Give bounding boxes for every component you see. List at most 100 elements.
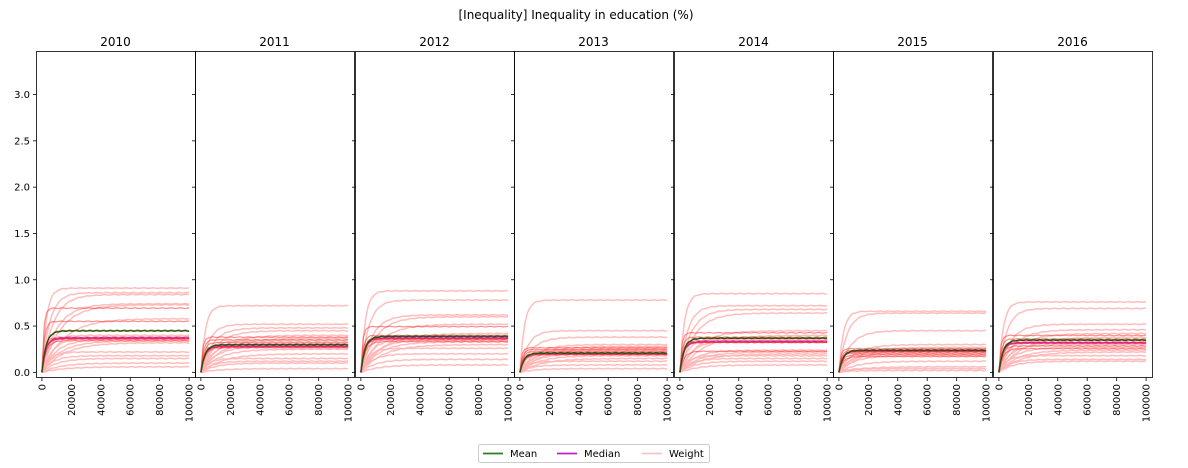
weight-line <box>360 313 509 373</box>
weight-line <box>41 303 190 373</box>
weight-line <box>41 365 190 374</box>
panels: 2010 0.0 0.5 1.0 1.5 2.0 2.5 3.0 0 20000 40000 6000… <box>14 35 1153 422</box>
mean-line-shadow <box>838 349 987 373</box>
weight-line <box>998 350 1147 373</box>
legend-item-weight: Weight <box>642 449 704 460</box>
panel-title: 2010 <box>100 35 131 49</box>
weight-line-strong <box>838 353 987 373</box>
weight-line-strong <box>838 350 987 373</box>
panel-2010: 2010 0.0 0.5 1.0 1.5 2.0 2.5 3.0 0 20000 40000 6000… <box>14 35 196 422</box>
panel-title: 2013 <box>578 35 609 49</box>
weight-line <box>679 349 828 373</box>
x-tick-label: 100000 <box>823 384 834 422</box>
panel-title: 2016 <box>1057 35 1088 49</box>
weight-line-strong <box>41 307 190 373</box>
weight-line <box>360 352 509 373</box>
x-tick-label: 60000 <box>445 384 456 416</box>
legend-item-median: Median <box>557 449 620 460</box>
weight-line <box>41 357 190 373</box>
x-tick-label: 100000 <box>1142 384 1153 422</box>
y-tick-label: 1.5 <box>14 229 30 240</box>
x-tick-label: 60000 <box>764 384 775 416</box>
weight-line <box>360 289 509 373</box>
weight-line <box>519 354 668 373</box>
panel-plot-area <box>41 286 190 374</box>
weight-line-strong <box>519 348 668 373</box>
x-tick-label: 0 <box>515 384 526 390</box>
x-tick-label: 20000 <box>705 384 716 416</box>
x-tick-label: 80000 <box>793 384 804 416</box>
weight-line <box>998 358 1147 373</box>
x-tick-label: 80000 <box>474 384 485 416</box>
weight-line <box>838 311 987 373</box>
panel-frame <box>195 51 355 378</box>
weight-line <box>679 292 828 373</box>
x-tick-label: 100000 <box>344 384 355 422</box>
weight-line-strong <box>838 352 987 373</box>
x-tick-label: 40000 <box>96 384 107 416</box>
x-tick-label: 60000 <box>126 384 137 416</box>
weight-line <box>41 354 190 373</box>
weight-line <box>998 323 1147 373</box>
legend-item-mean: Mean <box>483 449 537 460</box>
weight-line <box>200 361 349 374</box>
x-tick-label: 60000 <box>285 384 296 416</box>
mean-line-shadow <box>41 330 190 373</box>
y-tick-label: 2.5 <box>14 136 30 147</box>
x-tick-label: 20000 <box>386 384 397 416</box>
weight-line <box>200 367 349 374</box>
weight-line <box>998 300 1147 373</box>
weight-line-strong <box>998 342 1147 373</box>
weight-line-strong <box>838 347 987 373</box>
x-tick-label: 60000 <box>604 384 615 416</box>
weight-line <box>41 350 190 373</box>
x-tick-label: 20000 <box>226 384 237 416</box>
weight-line-strong <box>998 347 1147 373</box>
weight-line-strong <box>200 341 349 373</box>
weight-line-strong <box>360 338 509 373</box>
mean-line-shadow <box>998 339 1147 373</box>
weight-line <box>998 354 1147 373</box>
panel-2014: 2014 0 20000 40000 60000 80000 100000 <box>671 35 834 422</box>
weight-line-strong <box>998 344 1147 373</box>
weight-line <box>679 354 828 373</box>
mean-line-shadow <box>360 335 509 373</box>
weight-line <box>679 308 828 373</box>
x-tick-label: 80000 <box>952 384 963 416</box>
weight-line <box>360 343 509 373</box>
weight-line-strong <box>200 336 349 373</box>
weight-line-strong <box>679 339 828 373</box>
weight-line <box>838 329 987 373</box>
panel-frame <box>833 51 993 378</box>
x-tick-label: 20000 <box>545 384 556 416</box>
weight-line <box>679 360 828 373</box>
weight-line <box>200 360 349 373</box>
weight-line <box>838 367 987 374</box>
weight-line <box>679 304 828 373</box>
weight-line-strong <box>360 337 509 373</box>
weight-line <box>679 363 828 374</box>
weight-line-strong <box>519 346 668 373</box>
weight-line-strong <box>41 320 190 373</box>
x-tick-label: 20000 <box>67 384 78 416</box>
chart-title: [Inequality] Inequality in education (%) <box>458 8 693 22</box>
x-tick-label: 0 <box>356 384 367 390</box>
weight-line <box>519 298 668 373</box>
weight-line-strong <box>41 339 190 373</box>
weight-line <box>41 286 190 373</box>
x-tick-label: 100000 <box>663 384 674 422</box>
weight-line-strong <box>519 350 668 373</box>
panel-plot-area <box>200 304 349 374</box>
x-tick-label: 0 <box>675 384 686 390</box>
x-tick-label: 80000 <box>314 384 325 416</box>
weight-line <box>998 360 1147 373</box>
weight-line <box>838 369 987 374</box>
panel-title: 2015 <box>897 35 928 49</box>
weight-line-strong <box>360 325 509 373</box>
weight-line-strong <box>679 341 828 373</box>
y-tick-label: 3.0 <box>14 90 30 101</box>
weight-line <box>679 357 828 373</box>
weight-line <box>200 326 349 373</box>
panel-title: 2014 <box>738 35 769 49</box>
legend-box <box>478 444 710 463</box>
